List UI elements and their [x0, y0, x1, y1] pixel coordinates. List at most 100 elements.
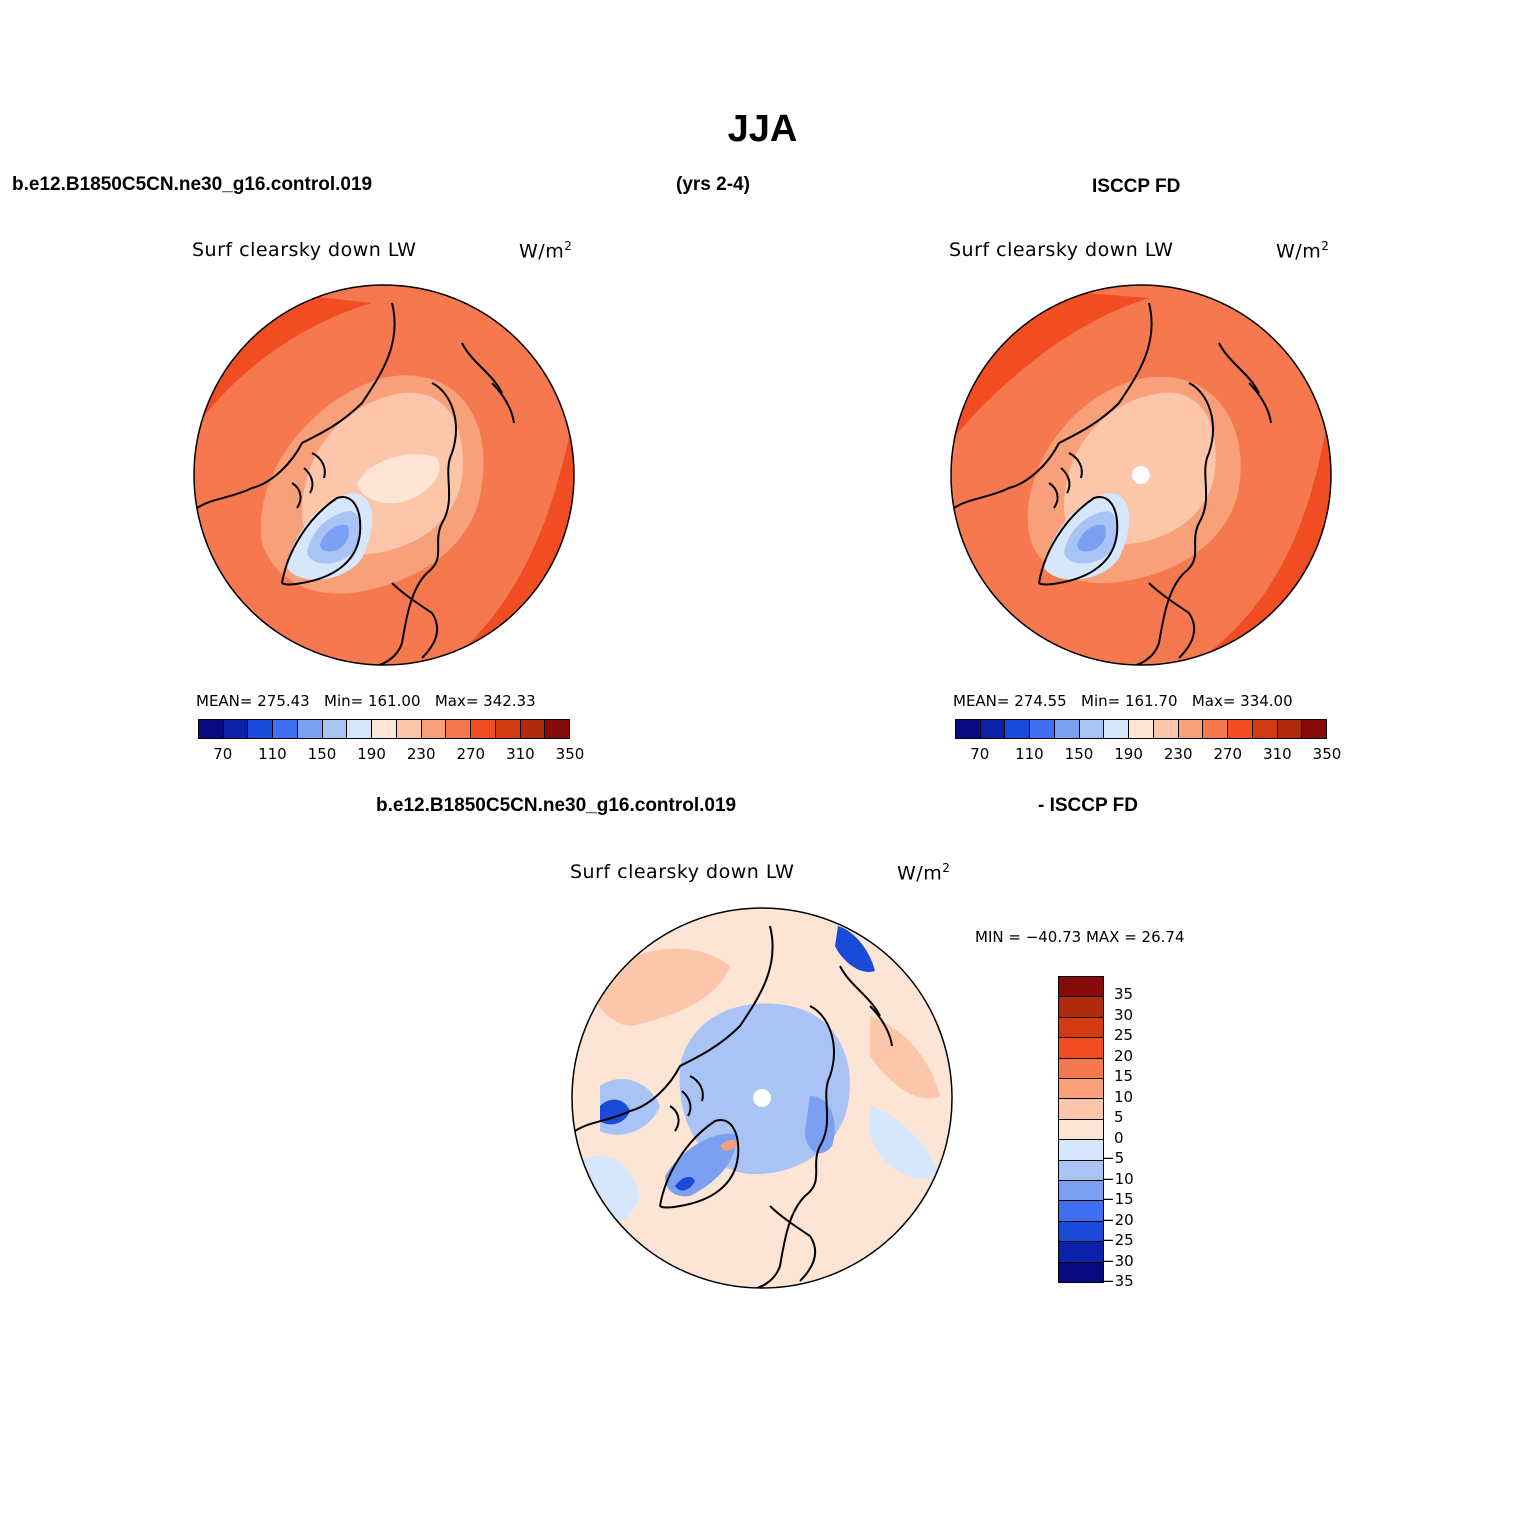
colorbar-tick-label: 270 [456, 745, 486, 763]
obs-max-label: Max= 334.00 [1191, 692, 1293, 710]
colorbar-swatch [1054, 720, 1080, 738]
diff-colorbar-ticks: 35 30 25 20 15 10 5 0 −5 −10 −15 −20 −25 −30 −35 [1102, 976, 1168, 1290]
colorbar-swatch [1129, 720, 1154, 738]
colorbar-swatch [1030, 720, 1055, 738]
pole-hole [1132, 466, 1150, 484]
map-zone-greenland-inner [1077, 524, 1106, 552]
colorbar-swatch [1005, 720, 1031, 738]
obs-colorbar [955, 719, 1327, 739]
colorbar-tick-label: 350 [555, 745, 585, 763]
colorbar-swatch [1059, 1160, 1103, 1182]
colorbar-tick-label: 20 [1114, 1046, 1134, 1065]
diff-polar-map [571, 907, 953, 1289]
colorbar-tick-label: 35 [1114, 985, 1134, 1004]
colorbar-tick-label: 5 [1114, 1108, 1124, 1127]
model-max-label: Max= 342.33 [434, 692, 536, 710]
model-panel-units: W/m2 [519, 239, 573, 263]
colorbar-swatch [956, 720, 981, 738]
colorbar-tick-label: 230 [1163, 745, 1193, 763]
diff-panel-units: W/m2 [897, 861, 951, 885]
obs-min-label: Min= 161.70 [1081, 692, 1178, 710]
colorbar-swatch [1059, 1099, 1103, 1120]
model-panel-title: Surf clearsky down LW [192, 239, 417, 261]
colorbar-swatch [545, 720, 570, 738]
colorbar-tick-label: 70 [970, 745, 990, 763]
colorbar-tick-label: 30 [1114, 1005, 1134, 1024]
colorbar-swatch [1178, 720, 1204, 738]
obs-coastlines [953, 302, 1272, 665]
map-zone-pos-spot [720, 1139, 738, 1151]
colorbar-swatch [1153, 720, 1179, 738]
obs-colorbar-ticks: 70 110 150 190 230 270 310 350 [955, 745, 1341, 765]
colorbar-tick-label: 190 [1114, 745, 1143, 763]
colorbar-tick-label: −10 [1102, 1169, 1134, 1188]
model-stats: MEAN= 275.43 Min= 161.00 Max= 342.33 [196, 692, 536, 710]
colorbar-tick-label: 15 [1114, 1067, 1134, 1086]
diff-obs-label: - ISCCP FD [1038, 795, 1138, 816]
diff-coastlines [574, 925, 893, 1288]
colorbar-swatch [1059, 1038, 1103, 1059]
colorbar-tick-label: 150 [307, 745, 337, 763]
colorbar-swatch [1059, 1262, 1103, 1283]
colorbar-swatch [446, 720, 472, 738]
map-zone-pale [357, 454, 440, 504]
map-zone-strong-neg [675, 1176, 695, 1191]
colorbar-tick-label: 110 [1015, 745, 1044, 763]
colorbar-tick-label: −5 [1102, 1149, 1125, 1168]
pole-hole [753, 1089, 771, 1107]
colorbar-swatch [1252, 720, 1278, 738]
colorbar-tick-label: 150 [1064, 745, 1094, 763]
model-mean-label: MEAN= 275.43 [196, 692, 310, 710]
colorbar-swatch [471, 720, 496, 738]
diff-case-label: b.e12.B1850C5CN.ne30_g16.control.019 [376, 795, 737, 816]
colorbar-swatch [1059, 997, 1103, 1018]
colorbar-swatch [1059, 1017, 1103, 1039]
obs-name-label: ISCCP FD [1092, 176, 1181, 197]
colorbar-swatch [322, 720, 348, 738]
model-colorbar [198, 719, 570, 739]
colorbar-swatch [273, 720, 298, 738]
colorbar-swatch [1228, 720, 1253, 738]
colorbar-swatch [1059, 1079, 1103, 1100]
colorbar-tick-label: 110 [258, 745, 287, 763]
colorbar-tick-label: 0 [1114, 1128, 1124, 1147]
colorbar-swatch [980, 720, 1006, 738]
colorbar-swatch [1277, 720, 1303, 738]
model-coastlines [196, 302, 515, 665]
colorbar-tick-label: −25 [1102, 1231, 1134, 1250]
map-zone-greenland-inner [320, 524, 349, 552]
colorbar-swatch [1059, 1058, 1103, 1080]
diff-panel-title: Surf clearsky down LW [570, 861, 795, 883]
colorbar-swatch [1302, 720, 1327, 738]
colorbar-tick-label: 70 [213, 745, 233, 763]
colorbar-tick-label: 230 [406, 745, 436, 763]
colorbar-swatch [1059, 1181, 1103, 1202]
page-title: JJA [727, 108, 798, 150]
map-zone-neg-slight [870, 1106, 940, 1179]
diff-minmax-label: MIN = −40.73 MAX = 26.74 [975, 928, 1185, 946]
map-zone-pos [590, 948, 730, 1026]
model-polar-map [193, 284, 575, 666]
colorbar-swatch [1203, 720, 1229, 738]
colorbar-swatch [1104, 720, 1130, 738]
colorbar-swatch [396, 720, 422, 738]
colorbar-swatch [297, 720, 323, 738]
obs-stats: MEAN= 274.55 Min= 161.70 Max= 334.00 [953, 692, 1293, 710]
colorbar-tick-label: −30 [1102, 1251, 1134, 1270]
obs-mean-label: MEAN= 274.55 [953, 692, 1067, 710]
colorbar-swatch [372, 720, 397, 738]
map-zone-strong-neg [835, 926, 875, 972]
colorbar-swatch [1059, 1119, 1103, 1141]
colorbar-tick-label: −15 [1102, 1190, 1134, 1209]
colorbar-swatch [1059, 1201, 1103, 1222]
colorbar-tick-label: 190 [357, 745, 386, 763]
obs-panel-title: Surf clearsky down LW [949, 239, 1174, 261]
colorbar-tick-label: −35 [1102, 1272, 1134, 1290]
colorbar-swatch [495, 720, 521, 738]
colorbar-tick-label: 310 [1263, 745, 1292, 763]
colorbar-swatch [347, 720, 373, 738]
colorbar-swatch [223, 720, 249, 738]
colorbar-swatch [199, 720, 224, 738]
colorbar-swatch [421, 720, 447, 738]
years-label: (yrs 2-4) [676, 174, 750, 195]
